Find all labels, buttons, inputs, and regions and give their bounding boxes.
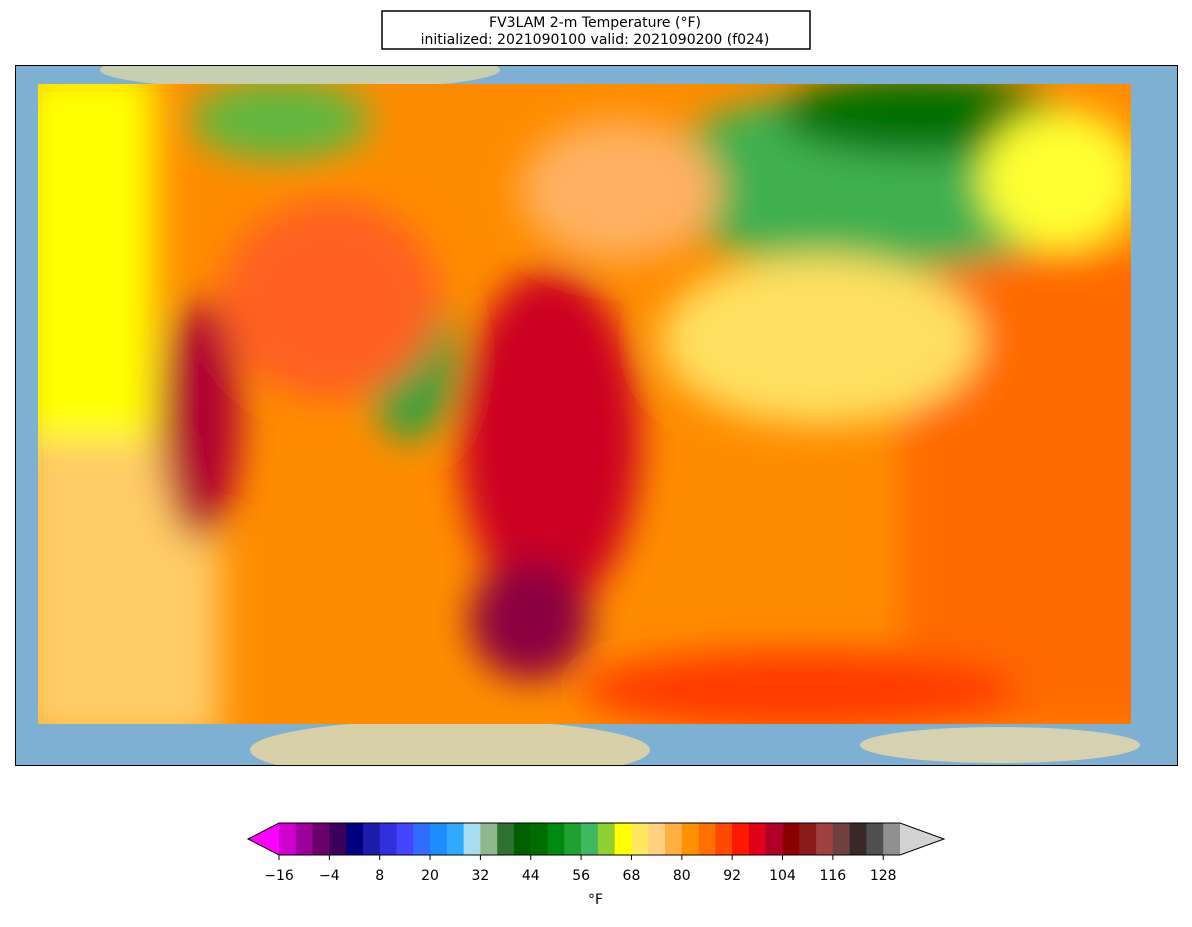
colorbar-segment — [463, 823, 481, 855]
colorbar-tick-label: 56 — [572, 868, 590, 884]
field-blob — [780, 84, 1060, 155]
field-blob — [460, 270, 640, 610]
colorbar-tick-label: 68 — [623, 868, 641, 884]
colorbar-segment — [295, 823, 314, 855]
colorbar-segment — [379, 823, 397, 855]
colorbar-segment — [597, 823, 616, 855]
field-blob — [470, 560, 590, 680]
field-blob — [160, 300, 240, 540]
colorbar-segment — [732, 823, 750, 855]
colorbar-segment — [396, 823, 414, 855]
colorbar-tick-label: 80 — [673, 868, 691, 884]
title-line-1: FV3LAM 2-m Temperature (°F) — [489, 15, 701, 31]
field-blob — [38, 84, 155, 450]
field-blob — [660, 255, 980, 425]
colorbar-tick-label: 32 — [471, 868, 489, 884]
colorbar-segment — [547, 823, 565, 855]
colorbar-segment — [362, 823, 381, 855]
colorbar-tick-label: −4 — [319, 868, 340, 884]
land — [860, 727, 1140, 763]
colorbar-segment — [480, 823, 498, 855]
colorbar-segment — [530, 823, 549, 855]
colorbar-segment — [497, 823, 515, 855]
colorbar-segment — [648, 823, 666, 855]
field-blob — [980, 110, 1131, 250]
colorbar-segment — [581, 823, 599, 855]
colorbar-extend-low — [248, 823, 279, 855]
colorbar-segment — [513, 823, 532, 855]
colorbar-tick-label: 92 — [723, 868, 741, 884]
colorbar-segment — [614, 823, 632, 855]
colorbar-segment — [413, 823, 431, 855]
colorbar-tick-label: 20 — [421, 868, 439, 884]
colorbar-segment — [430, 823, 448, 855]
colorbar-segment — [279, 823, 297, 855]
colorbar-segment — [832, 823, 851, 855]
colorbar-segment — [816, 823, 834, 855]
land — [250, 720, 650, 766]
colorbar-segment — [446, 823, 465, 855]
colorbar-segment — [866, 823, 884, 855]
colorbar: −16 −4 8 20 32 44 56 68 80 92 104 116 128 °F — [246, 822, 946, 908]
colorbar-segment — [312, 823, 330, 855]
colorbar-segment — [631, 823, 649, 855]
field-blob — [190, 84, 370, 160]
map — [15, 65, 1178, 766]
colorbar-tick-label: 116 — [819, 868, 846, 884]
colorbar-segment — [346, 823, 364, 855]
field-blob — [520, 120, 720, 260]
colorbar-tick-label: −16 — [264, 868, 294, 884]
title-line-2: initialized: 2021090100 valid: 202109020… — [421, 32, 770, 48]
field-blob — [220, 200, 440, 400]
colorbar-segment — [329, 823, 347, 855]
colorbar-segment — [681, 823, 700, 855]
colorbar-segment — [782, 823, 800, 855]
colorbar-tick-label: 104 — [769, 868, 796, 884]
colorbar-segment — [765, 823, 784, 855]
land — [100, 65, 500, 90]
colorbar-tick-label: 128 — [870, 868, 897, 884]
colorbar-tick-label: 8 — [375, 868, 384, 884]
colorbar-segment — [883, 823, 901, 855]
field-blob — [580, 650, 1020, 724]
colorbar-extend-high — [900, 823, 944, 855]
colorbar-segment — [698, 823, 716, 855]
colorbar-segment — [748, 823, 767, 855]
colorbar-segment — [564, 823, 582, 855]
temperature-field — [38, 84, 1131, 724]
field-blobs — [38, 84, 1131, 724]
colorbar-segment — [799, 823, 817, 855]
colorbar-tick-label: 44 — [522, 868, 540, 884]
colorbar-label: °F — [588, 892, 603, 908]
title-box — [381, 10, 811, 50]
colorbar-segment — [849, 823, 867, 855]
colorbar-segment — [715, 823, 733, 855]
colorbar-segment — [665, 823, 683, 855]
